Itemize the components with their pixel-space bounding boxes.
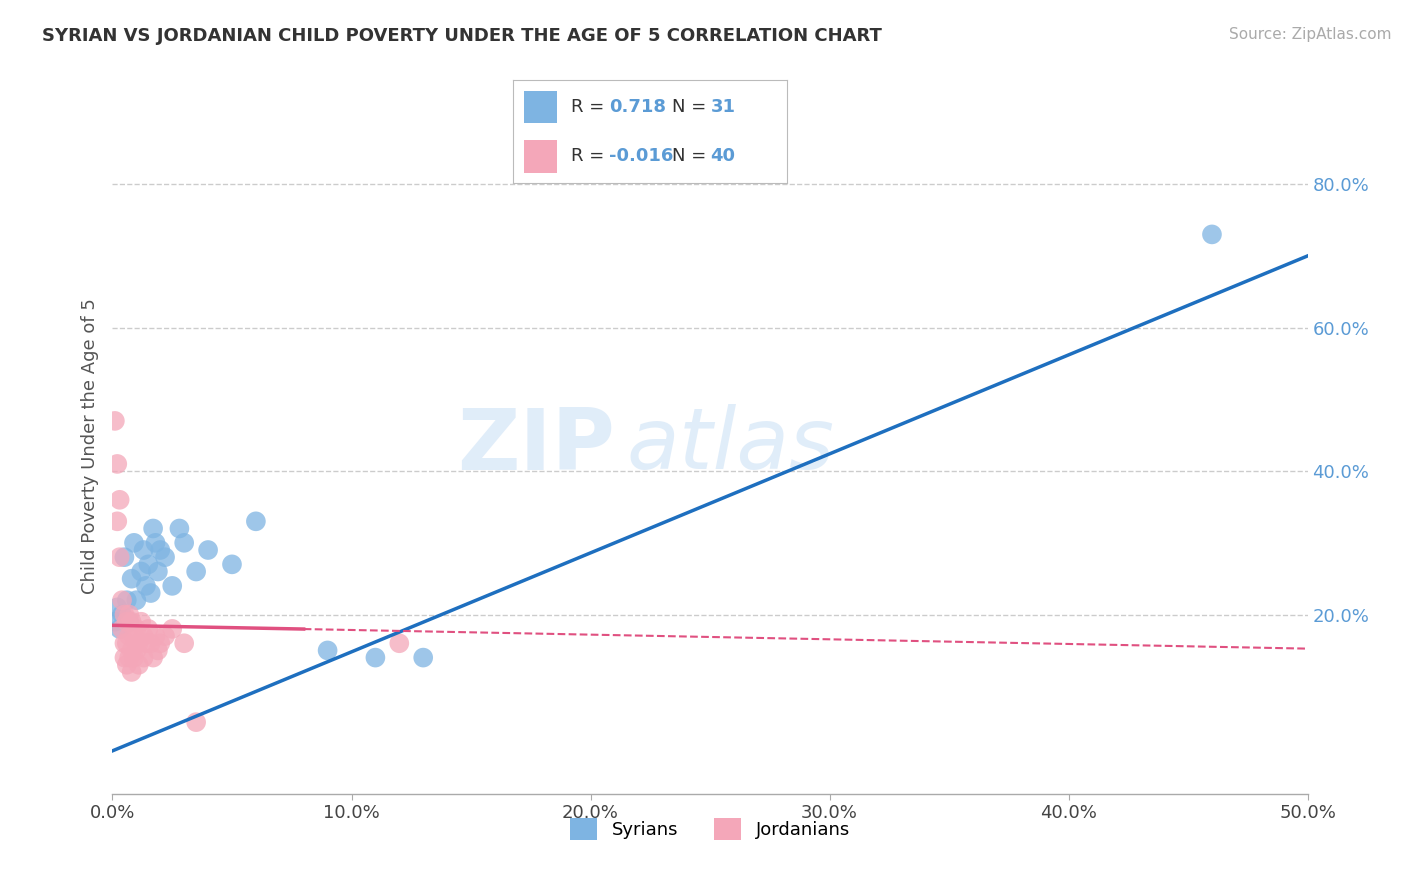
- Point: [108, 492, 131, 507]
- Point: [139, 636, 162, 650]
- Point: [121, 643, 143, 657]
- Point: [105, 457, 128, 471]
- Point: [125, 593, 148, 607]
- Text: R =: R =: [571, 98, 610, 116]
- Point: [122, 650, 145, 665]
- Point: [114, 550, 135, 565]
- Point: [169, 521, 191, 535]
- Point: [125, 622, 148, 636]
- Text: 31: 31: [710, 98, 735, 116]
- Point: [173, 536, 195, 550]
- Point: [132, 629, 155, 643]
- Point: [132, 650, 155, 665]
- Point: [412, 650, 434, 665]
- Text: ZIP: ZIP: [457, 404, 614, 488]
- Text: -0.016: -0.016: [609, 147, 673, 165]
- Point: [149, 636, 172, 650]
- Point: [388, 636, 411, 650]
- Point: [162, 622, 183, 636]
- Point: [364, 650, 387, 665]
- Point: [118, 607, 141, 622]
- Text: R =: R =: [571, 147, 610, 165]
- Text: SYRIAN VS JORDANIAN CHILD POVERTY UNDER THE AGE OF 5 CORRELATION CHART: SYRIAN VS JORDANIAN CHILD POVERTY UNDER …: [42, 27, 882, 45]
- Point: [135, 579, 157, 593]
- Point: [245, 514, 267, 528]
- Point: [118, 629, 141, 643]
- Point: [118, 650, 141, 665]
- Point: [128, 657, 150, 672]
- Bar: [524, 140, 557, 173]
- Point: [118, 615, 141, 629]
- Point: [125, 643, 148, 657]
- Point: [121, 572, 143, 586]
- Point: [115, 593, 138, 607]
- Point: [104, 414, 127, 428]
- Point: [138, 622, 160, 636]
- Text: 40: 40: [710, 147, 735, 165]
- Point: [121, 665, 143, 679]
- Point: [115, 615, 138, 629]
- Point: [138, 558, 160, 572]
- Point: [132, 543, 155, 558]
- Point: [139, 586, 162, 600]
- Text: 0.718: 0.718: [609, 98, 666, 116]
- Point: [111, 607, 134, 622]
- Y-axis label: Child Poverty Under the Age of 5: Child Poverty Under the Age of 5: [80, 298, 98, 594]
- Point: [186, 715, 208, 730]
- Point: [111, 622, 134, 636]
- Point: [105, 600, 128, 615]
- Point: [114, 607, 135, 622]
- Point: [145, 629, 167, 643]
- Point: [108, 622, 131, 636]
- Point: [114, 636, 135, 650]
- Point: [104, 615, 127, 629]
- Point: [121, 615, 143, 629]
- Point: [128, 636, 150, 650]
- Point: [129, 615, 152, 629]
- Point: [142, 521, 165, 535]
- Point: [108, 550, 131, 565]
- Point: [146, 565, 169, 579]
- Point: [111, 593, 134, 607]
- Legend: Syrians, Jordanians: Syrians, Jordanians: [562, 811, 858, 847]
- Point: [153, 629, 176, 643]
- Point: [1201, 227, 1223, 242]
- Point: [142, 650, 165, 665]
- Text: N =: N =: [672, 147, 713, 165]
- Point: [197, 543, 219, 558]
- Point: [186, 565, 208, 579]
- Bar: [524, 91, 557, 123]
- Point: [135, 636, 157, 650]
- Point: [153, 550, 176, 565]
- Point: [221, 558, 243, 572]
- Point: [105, 514, 128, 528]
- Text: N =: N =: [672, 98, 713, 116]
- Point: [115, 657, 138, 672]
- Point: [115, 636, 138, 650]
- Point: [122, 536, 145, 550]
- Point: [129, 565, 152, 579]
- Point: [173, 636, 195, 650]
- Point: [316, 643, 339, 657]
- Text: Source: ZipAtlas.com: Source: ZipAtlas.com: [1229, 27, 1392, 42]
- Point: [149, 543, 172, 558]
- Point: [122, 629, 145, 643]
- Point: [146, 643, 169, 657]
- Point: [145, 536, 167, 550]
- Text: atlas: atlas: [627, 404, 834, 488]
- Point: [114, 650, 135, 665]
- Point: [162, 579, 183, 593]
